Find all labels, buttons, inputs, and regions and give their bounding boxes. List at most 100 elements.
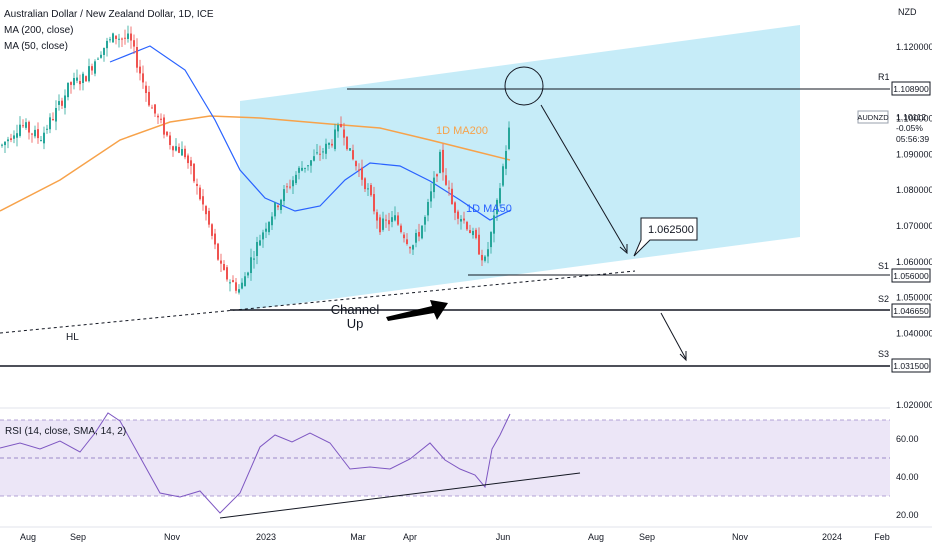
candle-body [208,210,210,225]
candle-body [388,220,390,225]
chart-title: Australian Dollar / New Zealand Dollar, … [4,9,214,20]
candle-body [394,215,396,221]
hl-label: HL [66,332,79,343]
price-tick: 1.050000 [896,293,932,303]
candle-body [124,37,126,39]
candle-body [130,33,132,41]
candle-body [391,217,393,222]
candle-body [466,221,468,230]
candle-body [292,180,294,187]
candle-body [148,91,150,106]
candle-body [364,178,366,190]
projection-arrowhead-2 [679,351,687,362]
candle-body [397,215,399,225]
price-tick: 1.100000 [896,114,932,124]
candle-body [97,58,99,60]
candle-body [25,122,27,128]
candle-body [277,205,279,208]
candle-body [22,125,24,127]
candle-body [4,141,6,146]
candle-body [463,218,465,221]
ma50-tag: 1D MA50 [466,203,512,215]
currency-label: NZD [898,7,917,17]
candle-body [1,144,3,146]
s1-value-box [891,268,931,283]
candle-body [238,289,240,293]
price-tick: 1.040000 [896,328,932,338]
candle-body [316,152,318,154]
candle-body [349,148,351,151]
time-tick: Aug [20,532,36,542]
time-tick: Nov [164,532,181,542]
candle-body [133,40,135,47]
candle-body [157,115,159,118]
projection-arrow-1 [540,104,628,253]
candle-body [247,272,249,276]
candle-body [85,76,87,82]
candle-body [58,101,60,105]
price-tick: 1.120000 [896,42,932,52]
candle-body [505,150,507,169]
s1-value: 1.056000 [893,271,929,281]
candle-body [325,143,327,154]
projection-arrow-2 [660,312,687,360]
ticker-symbol: AUDNZD [857,113,889,122]
candle-body [265,228,267,232]
candle-body [424,216,426,225]
candle-body [268,222,270,233]
candle-body [376,212,378,221]
candle-body [286,186,288,188]
candle-body [439,151,441,173]
candle-body [175,146,177,151]
candle-body [61,100,63,106]
s3-label: S3 [878,349,889,359]
candle-body [418,232,420,237]
candle-body [181,149,183,156]
candle-body [91,66,93,71]
candle-body [100,54,102,58]
resistance-circle [504,66,544,106]
candle-body [226,267,228,280]
candle-body [40,140,42,142]
price-axis-ticks: 1.120000 1.100000 1.090000 1.080000 1.070000… [896,42,932,410]
hl-trendline [0,270,636,334]
candle-body [481,254,483,261]
candle-body [256,241,258,256]
time-tick: Sep [70,532,86,542]
candle-body [322,151,324,153]
target-value: 1.062500 [648,224,694,236]
channel-text-line2: Up [347,316,364,331]
candle-body [280,199,282,210]
ticker-symbol-box [857,110,889,124]
candle-body [274,202,276,217]
candle-body [313,156,315,161]
candle-body [127,33,129,39]
candle-body [328,142,330,145]
candle-body [361,167,363,180]
ma50-line [109,45,512,221]
candle-body [16,133,18,138]
candle-body [346,136,348,150]
candle-body [121,38,123,40]
s2-value: 1.046650 [893,306,929,316]
candle-body [229,282,231,284]
candle-body [409,247,411,249]
candle-body [403,234,405,239]
candle-body [64,95,66,108]
price-tick: 1.090000 [896,149,932,159]
candle-body [451,188,453,205]
rsi-tick-20: 20.00 [896,510,919,520]
candle-body [427,202,429,216]
candle-body [193,163,195,182]
candle-body [205,206,207,215]
price-tick: 1.070000 [896,221,932,231]
candle-body [448,187,450,189]
time-tick: Sep [639,532,655,542]
time-tick: Mar [350,532,366,542]
time-tick: Apr [403,532,417,542]
rsi-line [0,412,511,514]
time-tick: Aug [588,532,604,542]
candle-body [190,160,192,166]
candle-body [154,104,156,114]
